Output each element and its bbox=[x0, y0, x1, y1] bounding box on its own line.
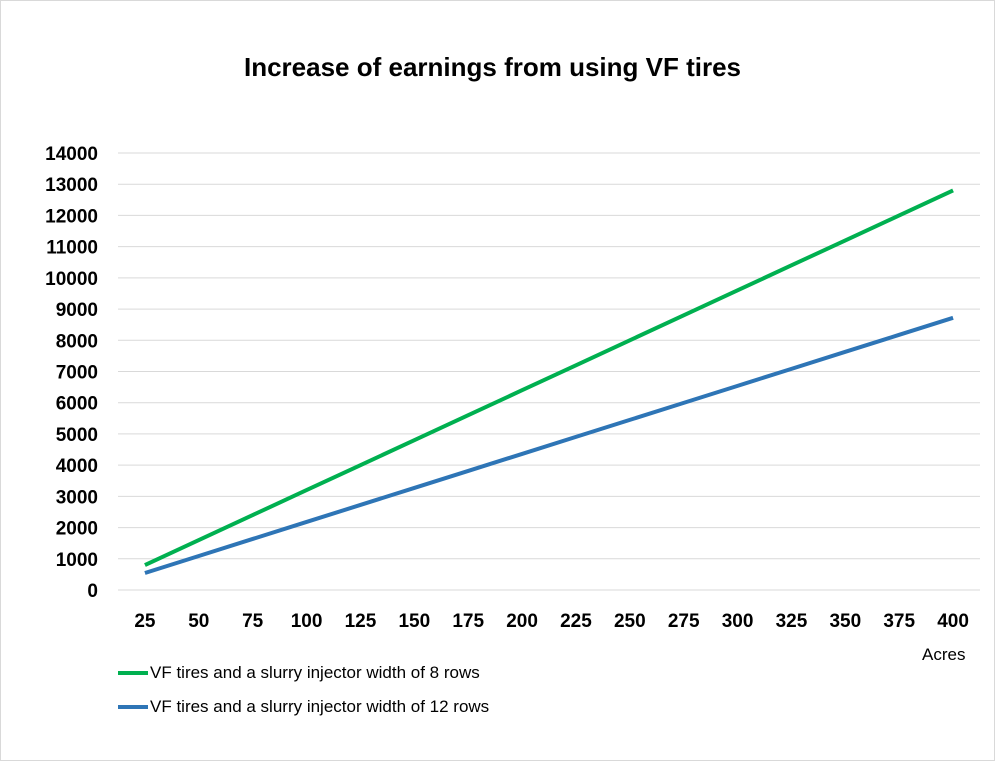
x-tick-label-300: 300 bbox=[722, 611, 754, 632]
x-tick-label-250: 250 bbox=[614, 611, 646, 632]
x-tick-label-375: 375 bbox=[883, 611, 915, 632]
legend-label-12-rows: VF tires and a slurry injector width of … bbox=[150, 697, 490, 716]
y-tick-label-3000: 3000 bbox=[56, 487, 98, 508]
x-tick-label-75: 75 bbox=[242, 611, 264, 632]
x-tick-label-100: 100 bbox=[291, 611, 323, 632]
y-tick-label-2000: 2000 bbox=[56, 519, 98, 540]
legend-item-8-rows: VF tires and a slurry injector width of … bbox=[118, 656, 489, 690]
y-tick-label-7000: 7000 bbox=[56, 363, 98, 384]
series-line-8-rows bbox=[144, 188, 954, 567]
legend-item-12-rows: VF tires and a slurry injector width of … bbox=[118, 690, 489, 724]
x-tick-label-150: 150 bbox=[398, 611, 430, 632]
y-tick-label-6000: 6000 bbox=[56, 394, 98, 415]
y-tick-label-14000: 14000 bbox=[45, 144, 98, 165]
x-tick-label-225: 225 bbox=[560, 611, 592, 632]
x-tick-label-350: 350 bbox=[829, 611, 861, 632]
x-tick-label-325: 325 bbox=[776, 611, 808, 632]
y-tick-label-12000: 12000 bbox=[45, 206, 98, 227]
x-tick-label-175: 175 bbox=[452, 611, 484, 632]
legend-swatch-8-rows bbox=[118, 671, 148, 675]
x-tick-label-400: 400 bbox=[937, 611, 969, 632]
y-tick-label-8000: 8000 bbox=[56, 331, 98, 352]
legend-swatch-12-rows bbox=[118, 705, 148, 709]
y-tick-label-9000: 9000 bbox=[56, 300, 98, 321]
y-tick-label-13000: 13000 bbox=[45, 175, 98, 196]
x-tick-label-275: 275 bbox=[668, 611, 700, 632]
x-tick-label-25: 25 bbox=[134, 611, 156, 632]
y-tick-label-11000: 11000 bbox=[46, 238, 98, 259]
y-tick-label-1000: 1000 bbox=[56, 550, 98, 571]
x-tick-label-200: 200 bbox=[506, 611, 538, 632]
x-tick-label-125: 125 bbox=[345, 611, 377, 632]
x-tick-label-50: 50 bbox=[188, 611, 209, 632]
y-tick-label-5000: 5000 bbox=[56, 425, 98, 446]
y-tick-label-10000: 10000 bbox=[45, 269, 98, 290]
y-tick-label-4000: 4000 bbox=[56, 456, 98, 477]
chart-title: Increase of earnings from using VF tires bbox=[243, 52, 742, 82]
series-line-12-rows bbox=[144, 315, 954, 575]
legend: VF tires and a slurry injector width of … bbox=[118, 656, 489, 724]
x-axis-label: Acres bbox=[922, 645, 966, 664]
y-tick-label-0: 0 bbox=[87, 581, 98, 602]
legend-label-8-rows: VF tires and a slurry injector width of … bbox=[150, 663, 480, 682]
